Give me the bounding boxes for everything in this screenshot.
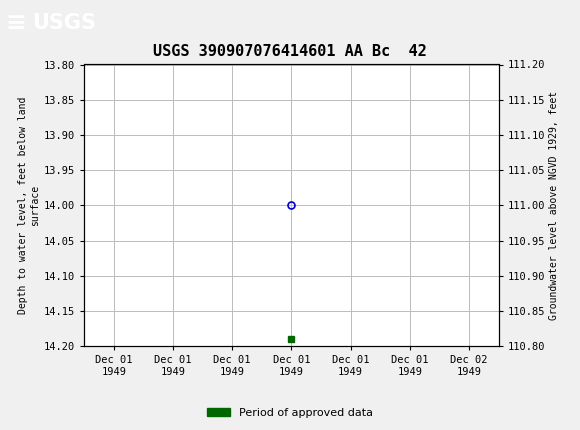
Legend: Period of approved data: Period of approved data [203, 403, 377, 422]
Text: USGS 390907076414601 AA Bc  42: USGS 390907076414601 AA Bc 42 [153, 44, 427, 59]
Text: USGS: USGS [32, 12, 96, 33]
Y-axis label: Groundwater level above NGVD 1929, feet: Groundwater level above NGVD 1929, feet [549, 91, 560, 320]
Text: ≡: ≡ [6, 11, 27, 34]
Y-axis label: Depth to water level, feet below land
surface: Depth to water level, feet below land su… [18, 97, 39, 314]
